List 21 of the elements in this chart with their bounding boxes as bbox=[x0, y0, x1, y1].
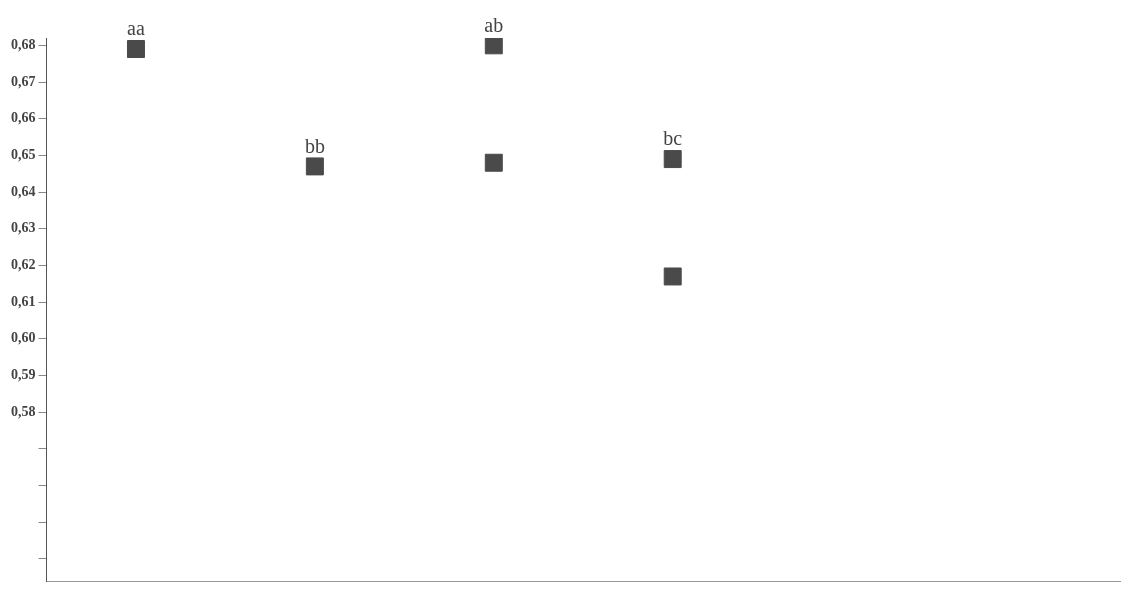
data-label: ab bbox=[484, 13, 504, 36]
point bbox=[663, 150, 682, 169]
data-label: bc bbox=[663, 127, 683, 150]
point bbox=[484, 153, 503, 172]
data-label: aa bbox=[127, 17, 145, 40]
y-tick-label: 0,64 bbox=[11, 183, 36, 199]
y-tick-label: 0,65 bbox=[11, 147, 36, 163]
y-tick-label: 0,59 bbox=[11, 367, 36, 383]
y-tick-label: 0,67 bbox=[11, 73, 36, 89]
data-label: bb bbox=[304, 134, 325, 157]
y-tick-label: 0,62 bbox=[11, 257, 36, 273]
y-tick-label: 0,63 bbox=[11, 220, 36, 236]
point bbox=[663, 267, 682, 286]
y-tick-label: 0,68 bbox=[11, 36, 36, 52]
point bbox=[126, 40, 145, 58]
y-tick-label: 0,58 bbox=[11, 403, 36, 419]
point bbox=[484, 38, 503, 55]
y-tick-label: 0,61 bbox=[11, 293, 36, 309]
y-tick-label: 0,66 bbox=[11, 110, 36, 126]
point bbox=[305, 157, 324, 176]
y-tick-label: 0,60 bbox=[11, 330, 36, 346]
